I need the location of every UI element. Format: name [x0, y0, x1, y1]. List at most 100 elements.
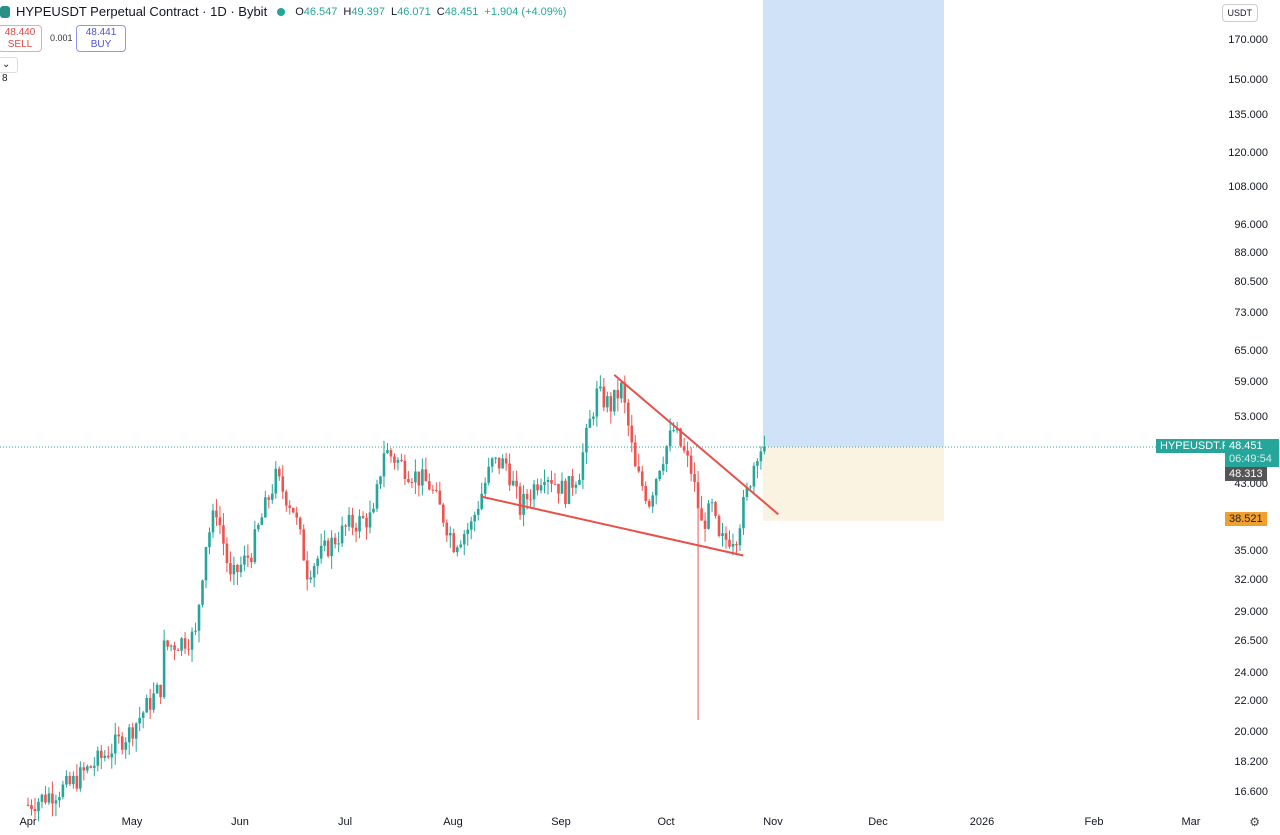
currency-select[interactable]: USDT — [1221, 4, 1258, 22]
time-axis-label: Jun — [231, 816, 249, 828]
candle — [508, 453, 511, 491]
candle — [110, 743, 114, 769]
candle — [138, 706, 141, 732]
price-axis-label: 108.000 — [1228, 180, 1268, 193]
candle — [480, 482, 483, 511]
candle — [40, 793, 44, 809]
price-axis-label: 88.000 — [1234, 246, 1268, 259]
candle — [609, 392, 613, 424]
spread-value: 0.001 — [50, 33, 73, 43]
candle — [501, 454, 504, 469]
candle — [333, 533, 337, 549]
candle — [229, 551, 232, 582]
time-axis-label: Feb — [1084, 816, 1104, 828]
candle — [309, 570, 312, 583]
candle — [54, 794, 58, 817]
candle — [654, 477, 658, 505]
candle — [117, 726, 121, 744]
candle — [728, 530, 731, 549]
candle — [602, 378, 606, 412]
candle — [588, 409, 592, 429]
candle — [271, 484, 274, 504]
time-axis-label: Apr — [19, 816, 37, 828]
candle — [127, 723, 131, 755]
candle — [745, 482, 749, 501]
candle — [291, 507, 295, 514]
candle — [581, 443, 585, 490]
candle — [661, 456, 665, 476]
candle — [326, 537, 330, 558]
candle — [494, 456, 497, 464]
candle — [183, 632, 187, 655]
stop-zone[interactable] — [762, 446, 944, 521]
trendline[interactable] — [481, 495, 744, 557]
candle — [400, 453, 403, 463]
candle — [756, 458, 759, 479]
candle — [277, 466, 281, 481]
candle — [564, 478, 567, 508]
candle — [574, 481, 578, 494]
candle — [215, 499, 218, 527]
candle — [26, 797, 30, 807]
price-axis-label: 135.000 — [1228, 108, 1268, 121]
candle — [637, 453, 641, 473]
candle — [560, 472, 564, 494]
candle — [749, 484, 752, 490]
candle — [347, 507, 351, 532]
sell-button[interactable]: 48.440 SELL — [0, 25, 42, 52]
ohlc-values: O46.547 H49.397 L46.071 C48.451 +1.904 (… — [295, 5, 567, 18]
target-zone[interactable] — [762, 0, 944, 447]
candle — [452, 528, 456, 554]
trendline[interactable] — [613, 374, 779, 516]
candle — [298, 516, 302, 535]
candle — [511, 471, 515, 487]
candle — [714, 500, 717, 519]
price-axis-label: 80.500 — [1234, 275, 1268, 288]
price-axis-label: 73.000 — [1234, 307, 1268, 320]
candle — [152, 682, 155, 713]
time-axis-label: Sep — [551, 816, 571, 828]
candle — [515, 470, 518, 499]
candle — [445, 519, 449, 542]
candle — [93, 757, 96, 777]
candle — [717, 514, 721, 538]
candle — [305, 551, 309, 591]
candle — [424, 457, 428, 482]
candle — [145, 694, 148, 713]
last-price-tag: 48.451 06:49:54 — [1225, 439, 1279, 467]
candle — [682, 437, 686, 454]
candle — [375, 479, 379, 512]
candle — [700, 495, 703, 521]
buy-button[interactable]: 48.441 BUY — [76, 25, 126, 52]
candle — [239, 556, 243, 578]
settings-gear-icon[interactable]: ⚙ — [1249, 815, 1260, 829]
candle — [630, 414, 634, 453]
symbol-tag: HYPEUSDT.P — [1156, 439, 1234, 453]
candle — [469, 516, 473, 540]
candle — [106, 746, 110, 760]
candle — [323, 530, 326, 552]
candle — [448, 526, 452, 548]
candle — [372, 503, 375, 514]
candle — [731, 533, 735, 556]
indicators-toggle[interactable]: ⌄ 8 — [0, 57, 18, 84]
candle — [358, 509, 361, 539]
price-axis-label: 65.000 — [1234, 344, 1268, 357]
candle — [435, 482, 438, 493]
candle — [180, 637, 183, 656]
candle — [592, 412, 595, 426]
price-axis-label: 43.000 — [1234, 478, 1268, 491]
candle — [257, 522, 260, 532]
candle — [274, 461, 278, 499]
candle — [344, 523, 347, 537]
candle — [281, 465, 285, 500]
candle — [302, 524, 306, 561]
market-status-icon — [277, 7, 286, 16]
candle — [337, 531, 340, 553]
candle — [260, 513, 264, 526]
candle — [407, 471, 410, 484]
candle — [410, 478, 414, 489]
symbol-title[interactable]: HYPEUSDT Perpetual Contract · 1D · Bybit — [16, 4, 268, 19]
candle — [518, 482, 522, 520]
